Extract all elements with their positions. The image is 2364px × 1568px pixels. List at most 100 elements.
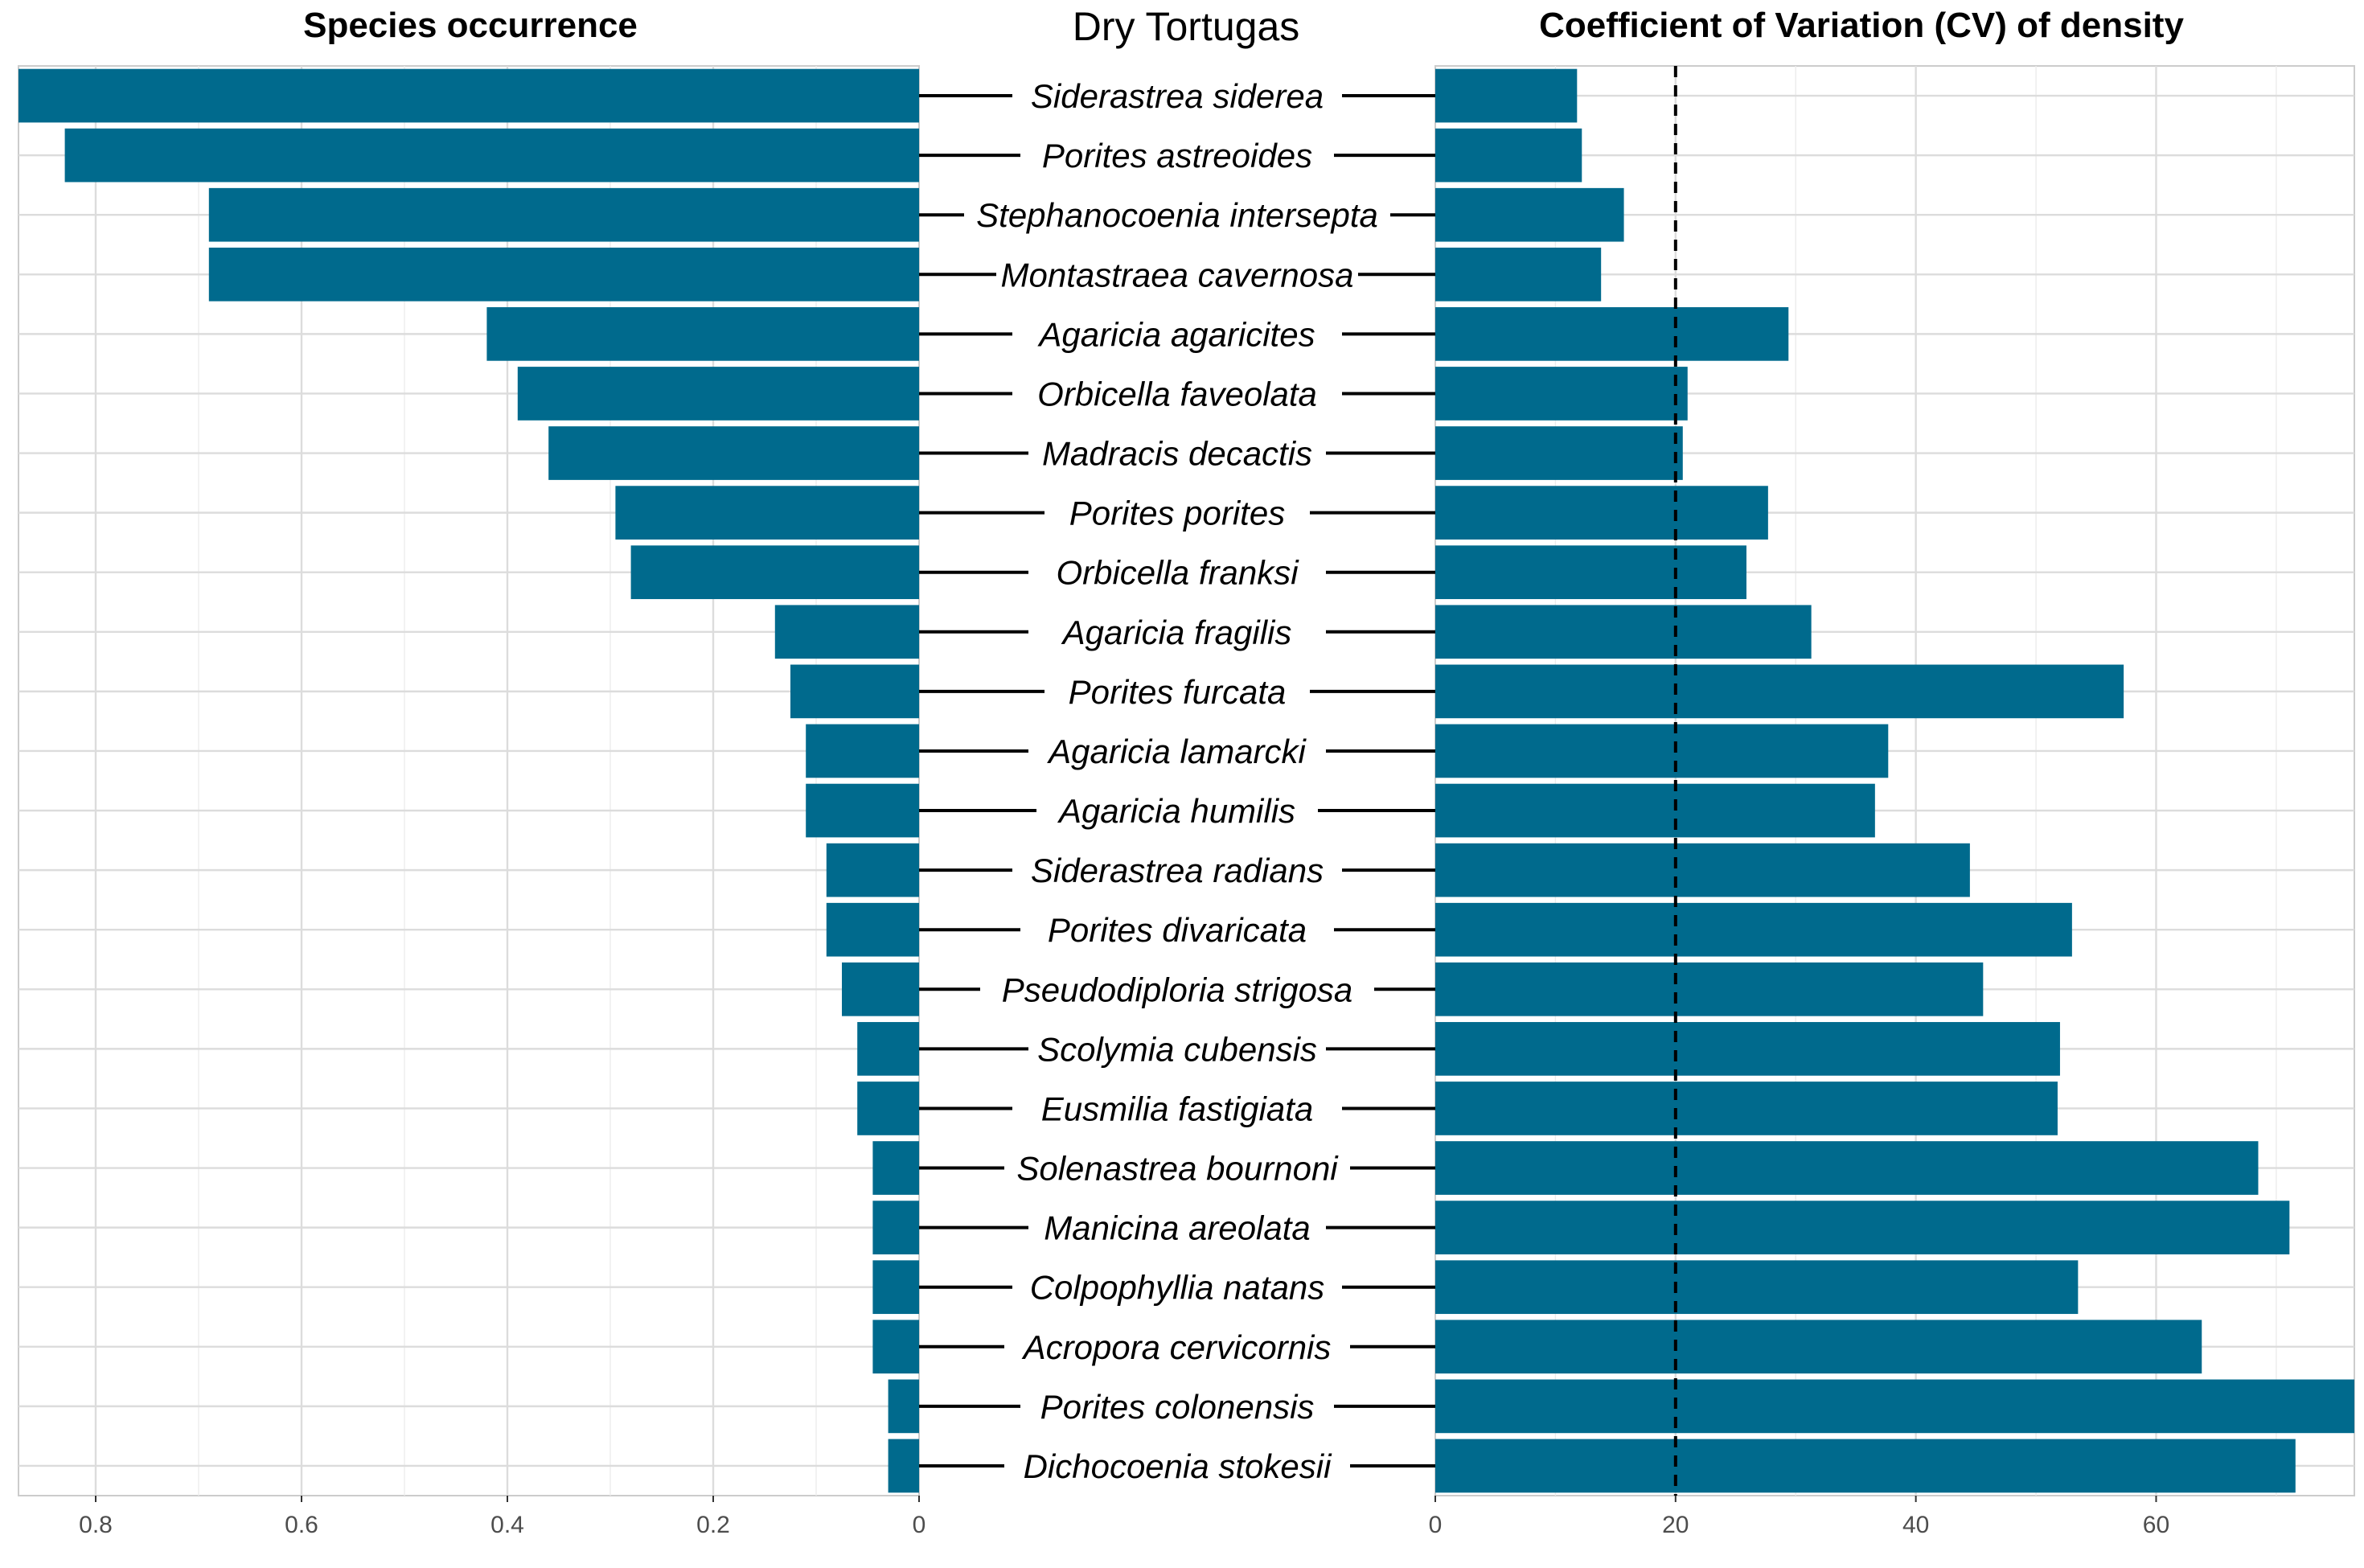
species-label-bg <box>1028 731 1326 770</box>
occurrence-bar <box>18 68 919 123</box>
species-label-bg <box>1028 612 1326 651</box>
species-label: Porites colonensis <box>1040 1388 1315 1426</box>
cv-panel: 0 20 40 60 <box>1429 65 2355 1538</box>
species-label-bg <box>1012 314 1342 354</box>
cv-bar <box>1435 247 1602 302</box>
occurrence-bar <box>630 545 919 600</box>
cv-bar <box>1435 843 1970 897</box>
occurrence-tick-label: 0.8 <box>79 1512 113 1538</box>
species-label: Acropora cervicornis <box>1021 1328 1332 1366</box>
cv-bar <box>1435 1439 2296 1493</box>
species-label-bg <box>1012 851 1342 890</box>
cv-bar <box>1435 1320 2202 1374</box>
species-label: Madracis decactis <box>1042 435 1312 473</box>
species-label: Scolymia cubensis <box>1037 1030 1317 1068</box>
species-label: Orbicella franksi <box>1056 554 1299 592</box>
occurrence-bar <box>872 1320 919 1374</box>
right-panel-title: Coefficient of Variation (CV) of density <box>1539 6 2184 45</box>
species-label: Agaricia humilis <box>1057 792 1295 830</box>
occurrence-bar <box>806 783 919 838</box>
species-label-bg <box>1028 1208 1326 1247</box>
occurrence-bar <box>888 1379 919 1434</box>
species-label: Porites porites <box>1069 495 1285 532</box>
occurrence-bar <box>872 1260 919 1315</box>
center-title: Dry Tortugas <box>1073 4 1300 49</box>
species-label-bg <box>996 255 1358 294</box>
species-label-bg <box>1045 671 1310 711</box>
occurrence-panel: 0.8 0.6 0.4 0.2 0 <box>18 65 926 1538</box>
cv-bar <box>1435 486 1768 540</box>
occurrence-bar <box>208 187 919 242</box>
occurrence-bar <box>486 307 919 361</box>
species-label: Colpophyllia natans <box>1030 1269 1325 1307</box>
species-label-bg <box>1004 1327 1350 1366</box>
species-label: Eusmilia fastigiata <box>1041 1090 1313 1127</box>
species-label-bg <box>1028 1029 1326 1069</box>
occurrence-tick-label: 0.2 <box>696 1512 730 1538</box>
species-label: Orbicella faveolata <box>1037 375 1317 413</box>
species-label: Porites astreoides <box>1042 137 1312 174</box>
occurrence-bar <box>517 367 919 421</box>
occurrence-bar <box>806 724 919 778</box>
occurrence-tick-label: 0 <box>913 1512 926 1538</box>
cv-bar <box>1435 128 1582 183</box>
species-label: Pseudodiploria strigosa <box>1002 971 1353 1008</box>
species-label: Agaricia agaricites <box>1036 315 1315 353</box>
species-label-bg <box>1012 1267 1342 1307</box>
cv-bar <box>1435 68 1578 123</box>
occurrence-bar <box>872 1141 919 1195</box>
cv-bar <box>1435 545 1746 600</box>
cv-tick-label: 40 <box>1902 1512 1929 1538</box>
occurrence-bar <box>548 426 919 480</box>
cv-tick-label: 20 <box>1662 1512 1689 1538</box>
species-label-bg <box>1012 374 1342 413</box>
occurrence-bar <box>790 664 919 719</box>
occurrence-bar <box>872 1201 919 1254</box>
species-label-bg <box>980 970 1374 1009</box>
species-label-bg <box>1028 552 1326 592</box>
occurrence-tick-label: 0.4 <box>490 1512 524 1538</box>
cv-bar <box>1435 1141 2259 1195</box>
species-label: Stephanocoenia intersepta <box>976 196 1378 234</box>
species-label: Siderastrea radians <box>1031 852 1324 889</box>
species-label: Agaricia lamarcki <box>1046 733 1307 770</box>
species-label: Dichocoenia stokesii <box>1024 1447 1333 1485</box>
species-label-bg <box>1036 791 1318 831</box>
occurrence-frame <box>18 65 920 1496</box>
occurrence-tick-label: 0.6 <box>285 1512 318 1538</box>
species-label-bg <box>1020 1386 1334 1426</box>
occurrence-bar <box>842 962 919 1016</box>
species-label-bg <box>1004 1446 1350 1485</box>
species-label: Agaricia fragilis <box>1061 614 1292 651</box>
cv-bar <box>1435 724 1889 778</box>
species-label: Porites divaricata <box>1048 911 1307 949</box>
occurrence-bar <box>826 902 919 957</box>
occurrence-bar <box>208 247 919 302</box>
cv-bar <box>1435 1082 2058 1135</box>
species-label-bg <box>1004 1148 1350 1188</box>
cv-bar <box>1435 307 1789 361</box>
left-panel-title: Species occurrence <box>303 6 638 45</box>
cv-bar <box>1435 962 1984 1016</box>
occurrence-bar <box>774 605 919 659</box>
species-label: Porites furcata <box>1069 673 1287 711</box>
species-label-bg <box>1020 910 1334 950</box>
species-label: Montastraea cavernosa <box>1001 256 1354 293</box>
cv-tick-label: 0 <box>1429 1512 1443 1538</box>
occurrence-bar <box>826 843 919 897</box>
species-labels: Siderastrea siderea Porites astreoides Ste… <box>919 76 1435 1485</box>
species-label-bg <box>1045 493 1310 532</box>
species-label-bg <box>1028 433 1326 473</box>
species-label-bg <box>1012 1089 1342 1128</box>
occurrence-bar <box>857 1022 919 1076</box>
species-label: Siderastrea siderea <box>1031 77 1324 115</box>
occurrence-bar <box>857 1082 919 1135</box>
cv-bar <box>1435 605 1812 659</box>
species-label: Manicina areolata <box>1044 1209 1311 1247</box>
cv-bar <box>1435 426 1683 480</box>
cv-bar <box>1435 902 2072 957</box>
cv-bar <box>1435 187 1624 242</box>
species-label: Solenastrea bournoni <box>1016 1150 1339 1188</box>
species-label-bg <box>1020 136 1334 175</box>
